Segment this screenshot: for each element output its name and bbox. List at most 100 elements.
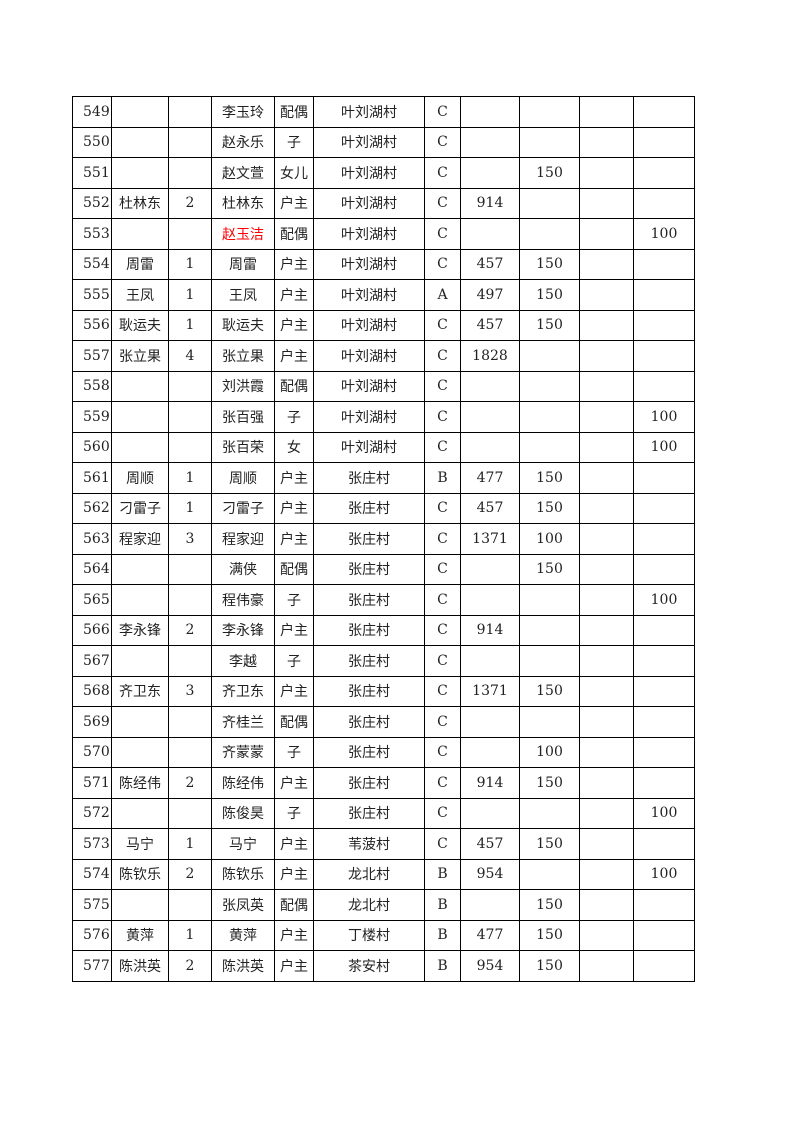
- amount-1-cell: [460, 370, 520, 402]
- household-size-cell: 2: [168, 767, 212, 799]
- village-cell: 丁楼村: [313, 919, 425, 951]
- table-row: 553 赵玉洁 配偶 叶刘湖村 C 100: [72, 218, 695, 250]
- amount-4-cell: [633, 950, 695, 982]
- household-size-cell: 2: [168, 614, 212, 646]
- household-size-cell: [168, 736, 212, 768]
- amount-2-cell: 150: [519, 950, 580, 982]
- row-number-cell: 560: [72, 431, 112, 463]
- member-name-cell: 马宁: [211, 828, 275, 860]
- class-cell: C: [424, 96, 461, 128]
- household-head-cell: [111, 736, 169, 768]
- household-size-cell: 1: [168, 462, 212, 494]
- table-row: 563 程家迎 3 程家迎 户主 张庄村 C 1371 100: [72, 523, 695, 555]
- member-name-cell: 张立果: [211, 340, 275, 372]
- household-head-cell: [111, 370, 169, 402]
- village-cell: 叶刘湖村: [313, 279, 425, 311]
- amount-1-cell: 914: [460, 187, 520, 219]
- row-number-cell: 566: [72, 614, 112, 646]
- village-cell: 张庄村: [313, 553, 425, 585]
- class-cell: C: [424, 584, 461, 616]
- household-head-cell: [111, 553, 169, 585]
- relation-cell: 子: [274, 797, 314, 829]
- amount-1-cell: 1371: [460, 675, 520, 707]
- amount-4-cell: [633, 462, 695, 494]
- row-number-cell: 577: [72, 950, 112, 982]
- row-number-cell: 561: [72, 462, 112, 494]
- amount-4-cell: [633, 645, 695, 677]
- member-name-cell: 赵玉洁: [211, 218, 275, 250]
- household-head-cell: 齐卫东: [111, 675, 169, 707]
- amount-1-cell: 914: [460, 614, 520, 646]
- table-row: 567 李越子张庄村 C: [72, 645, 695, 677]
- relation-cell: 户主: [274, 614, 314, 646]
- table-row: 572 陈俊昊子张庄村 C 100: [72, 797, 695, 829]
- amount-3-cell: [579, 584, 634, 616]
- member-name-cell: 黄萍: [211, 919, 275, 951]
- class-cell: C: [424, 187, 461, 219]
- class-cell: C: [424, 553, 461, 585]
- row-number-cell: 558: [72, 370, 112, 402]
- member-name-cell: 满侠: [211, 553, 275, 585]
- household-head-cell: 马宁: [111, 828, 169, 860]
- amount-2-cell: [519, 370, 580, 402]
- relation-cell: 户主: [274, 950, 314, 982]
- village-cell: 张庄村: [313, 523, 425, 555]
- class-cell: B: [424, 950, 461, 982]
- member-name-cell: 耿运夫: [211, 309, 275, 341]
- household-size-cell: 4: [168, 340, 212, 372]
- amount-1-cell: 457: [460, 828, 520, 860]
- household-size-cell: [168, 96, 212, 128]
- table-row: 570 齐蒙蒙子张庄村 C 100: [72, 736, 695, 768]
- table-row: 571 陈经伟 2 陈经伟 户主 张庄村 C 914 150: [72, 767, 695, 799]
- row-number-cell: 562: [72, 492, 112, 524]
- row-number-cell: 557: [72, 340, 112, 372]
- village-cell: 龙北村: [313, 858, 425, 890]
- table-row: 576 黄萍 1 黄萍 户主 丁楼村 B 477 150: [72, 919, 695, 951]
- amount-2-cell: 150: [519, 492, 580, 524]
- household-head-cell: [111, 401, 169, 433]
- row-number-cell: 570: [72, 736, 112, 768]
- amount-3-cell: [579, 96, 634, 128]
- household-head-cell: 刁雷子: [111, 492, 169, 524]
- class-cell: C: [424, 157, 461, 189]
- amount-3-cell: [579, 431, 634, 463]
- member-name-cell: 赵永乐: [211, 126, 275, 158]
- amount-2-cell: 150: [519, 889, 580, 921]
- member-name-cell: 王凤: [211, 279, 275, 311]
- relation-cell: 子: [274, 736, 314, 768]
- amount-4-cell: [633, 340, 695, 372]
- member-name-cell: 周雷: [211, 248, 275, 280]
- household-head-cell: [111, 797, 169, 829]
- row-number-cell: 563: [72, 523, 112, 555]
- class-cell: C: [424, 309, 461, 341]
- amount-2-cell: 150: [519, 767, 580, 799]
- member-name-cell: 赵文萱: [211, 157, 275, 189]
- class-cell: C: [424, 492, 461, 524]
- household-size-cell: 1: [168, 828, 212, 860]
- amount-1-cell: 457: [460, 248, 520, 280]
- amount-3-cell: [579, 218, 634, 250]
- row-number-cell: 569: [72, 706, 112, 738]
- member-name-cell: 杜林东: [211, 187, 275, 219]
- amount-4-cell: [633, 370, 695, 402]
- household-size-cell: 3: [168, 675, 212, 707]
- relation-cell: 配偶: [274, 96, 314, 128]
- class-cell: C: [424, 340, 461, 372]
- household-head-cell: [111, 218, 169, 250]
- relation-cell: 女: [274, 431, 314, 463]
- household-head-cell: [111, 431, 169, 463]
- amount-3-cell: [579, 523, 634, 555]
- class-cell: C: [424, 645, 461, 677]
- household-head-cell: [111, 706, 169, 738]
- amount-1-cell: [460, 706, 520, 738]
- amount-3-cell: [579, 706, 634, 738]
- amount-3-cell: [579, 553, 634, 585]
- household-size-cell: [168, 218, 212, 250]
- amount-2-cell: 150: [519, 309, 580, 341]
- amount-3-cell: [579, 157, 634, 189]
- relation-cell: 户主: [274, 523, 314, 555]
- class-cell: C: [424, 767, 461, 799]
- amount-3-cell: [579, 126, 634, 158]
- amount-3-cell: [579, 736, 634, 768]
- household-head-cell: 李永锋: [111, 614, 169, 646]
